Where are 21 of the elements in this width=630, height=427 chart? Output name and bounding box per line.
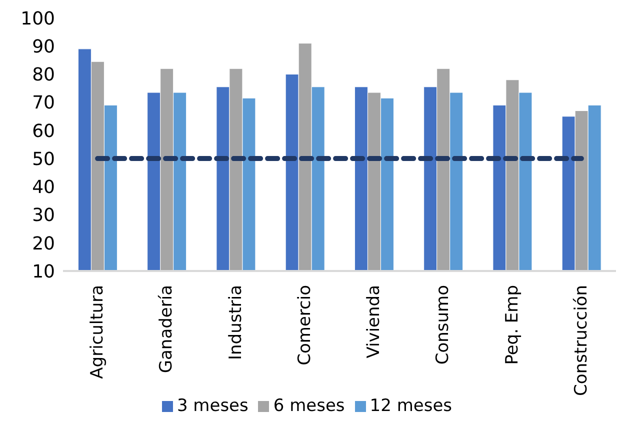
y-tick-label: 100 <box>20 8 55 30</box>
y-tick-label: 70 <box>32 92 55 114</box>
y-tick-label: 30 <box>32 205 55 226</box>
y-tick-label: 50 <box>32 148 55 170</box>
y-tick-label: 80 <box>32 64 55 86</box>
legend-label: 3 meses <box>176 396 248 416</box>
y-tick-label: 40 <box>32 177 55 198</box>
x-tick-label: Vivienda <box>364 285 384 358</box>
x-tick-label: Comercio <box>294 285 315 366</box>
x-tick-label: Consumo <box>433 285 454 365</box>
legend-label: 12 meses <box>370 396 452 416</box>
y-tick-label: 20 <box>32 233 55 254</box>
x-tick-label: Ganadería <box>156 285 177 374</box>
y-tick-label: 60 <box>32 120 55 142</box>
x-tick-label: Peq. Emp <box>502 285 522 365</box>
x-tick-label: Agricultura <box>88 285 108 379</box>
legend-label: 6 meses <box>273 396 345 416</box>
x-tick-label: Construcción <box>571 285 592 396</box>
y-tick-label: 10 <box>32 261 55 282</box>
x-tick-label: Industria <box>226 285 246 360</box>
y-tick-label: 90 <box>32 36 55 58</box>
